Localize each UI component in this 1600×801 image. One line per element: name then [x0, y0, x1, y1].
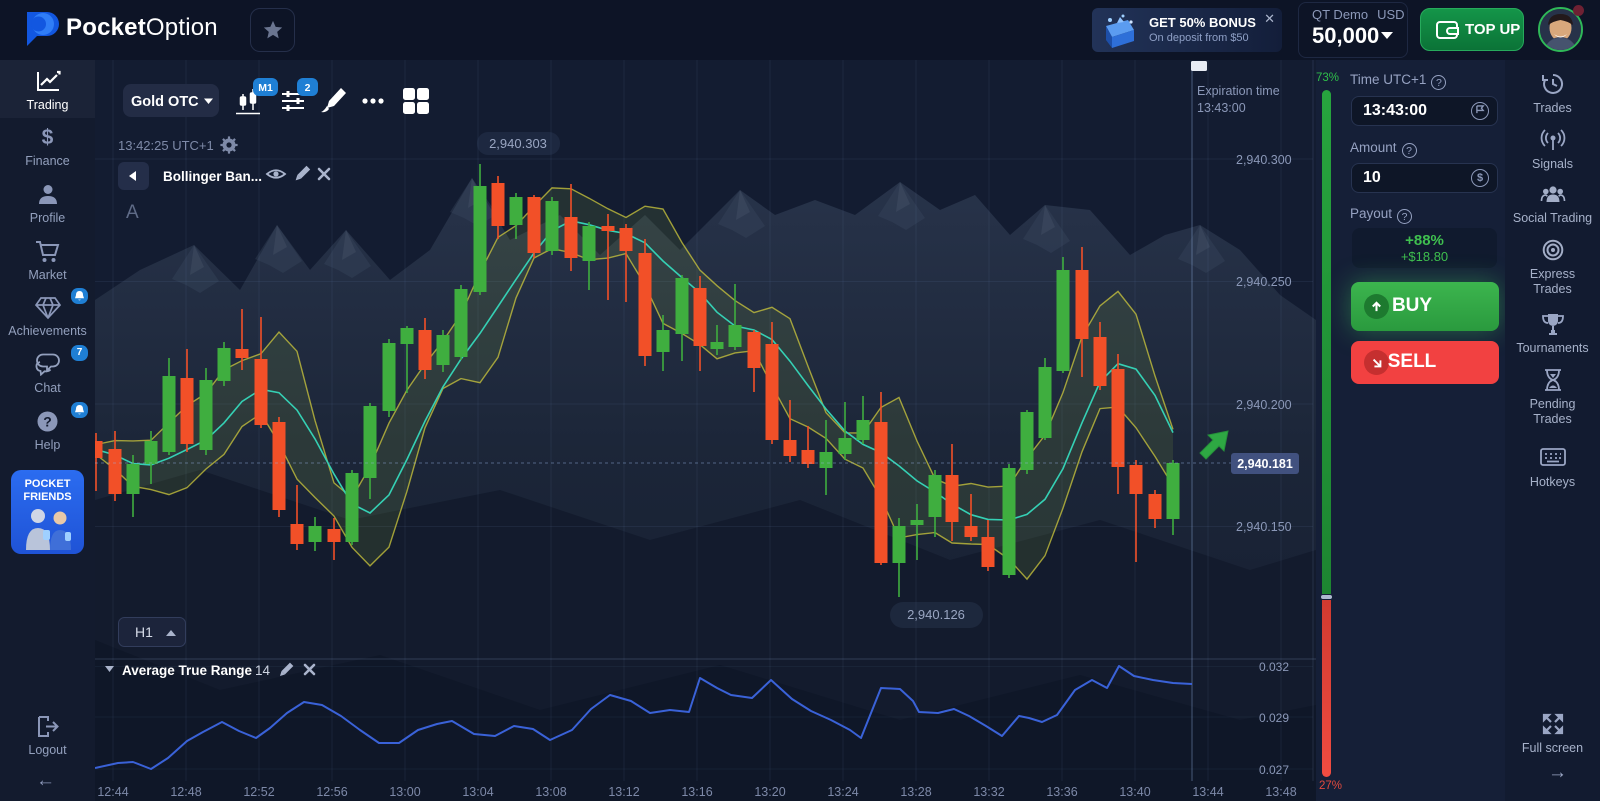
svg-text:13:40: 13:40: [1119, 785, 1150, 799]
svg-text:13:12: 13:12: [608, 785, 639, 799]
svg-text:13:44: 13:44: [1192, 785, 1223, 799]
svg-text:2,940.300: 2,940.300: [1236, 153, 1292, 167]
svg-text:Average True Range: Average True Range: [122, 663, 253, 678]
svg-text:?: ?: [43, 414, 52, 430]
svg-text:0.029: 0.029: [1259, 711, 1289, 725]
svg-text:M1: M1: [258, 82, 273, 94]
svg-text:13:43:00: 13:43:00: [1197, 101, 1246, 115]
svg-text:A: A: [126, 202, 139, 223]
svg-text:Gold OTC: Gold OTC: [131, 94, 199, 110]
svg-text:13:04: 13:04: [462, 785, 493, 799]
svg-text:H1: H1: [135, 624, 153, 640]
svg-text:2: 2: [305, 82, 311, 94]
svg-text:2,940.200: 2,940.200: [1236, 398, 1292, 412]
svg-text:0.032: 0.032: [1259, 660, 1289, 674]
svg-text:2,940.126: 2,940.126: [907, 607, 965, 622]
svg-text:13:28: 13:28: [900, 785, 931, 799]
svg-text:13:32: 13:32: [973, 785, 1004, 799]
svg-text:13:16: 13:16: [681, 785, 712, 799]
svg-text:13:08: 13:08: [535, 785, 566, 799]
svg-text:12:56: 12:56: [316, 785, 347, 799]
svg-text:12:52: 12:52: [243, 785, 274, 799]
svg-text:2,940.181: 2,940.181: [1237, 457, 1293, 471]
svg-text:13:24: 13:24: [827, 785, 858, 799]
svg-text:13:48: 13:48: [1265, 785, 1296, 799]
svg-text:13:42:25 UTC+1: 13:42:25 UTC+1: [118, 138, 214, 153]
svg-text:13:00: 13:00: [389, 785, 420, 799]
svg-text:2,940.303: 2,940.303: [489, 136, 547, 151]
svg-text:Bollinger Ban...: Bollinger Ban...: [163, 169, 262, 184]
svg-text:13:36: 13:36: [1046, 785, 1077, 799]
svg-text:0.027: 0.027: [1259, 763, 1289, 777]
svg-text:2,940.150: 2,940.150: [1236, 520, 1292, 534]
svg-text:12:44: 12:44: [97, 785, 128, 799]
svg-text:13:20: 13:20: [754, 785, 785, 799]
svg-text:2,940.250: 2,940.250: [1236, 275, 1292, 289]
svg-text:14: 14: [255, 663, 271, 678]
svg-text:Expiration time: Expiration time: [1197, 84, 1280, 98]
svg-text:12:48: 12:48: [170, 785, 201, 799]
